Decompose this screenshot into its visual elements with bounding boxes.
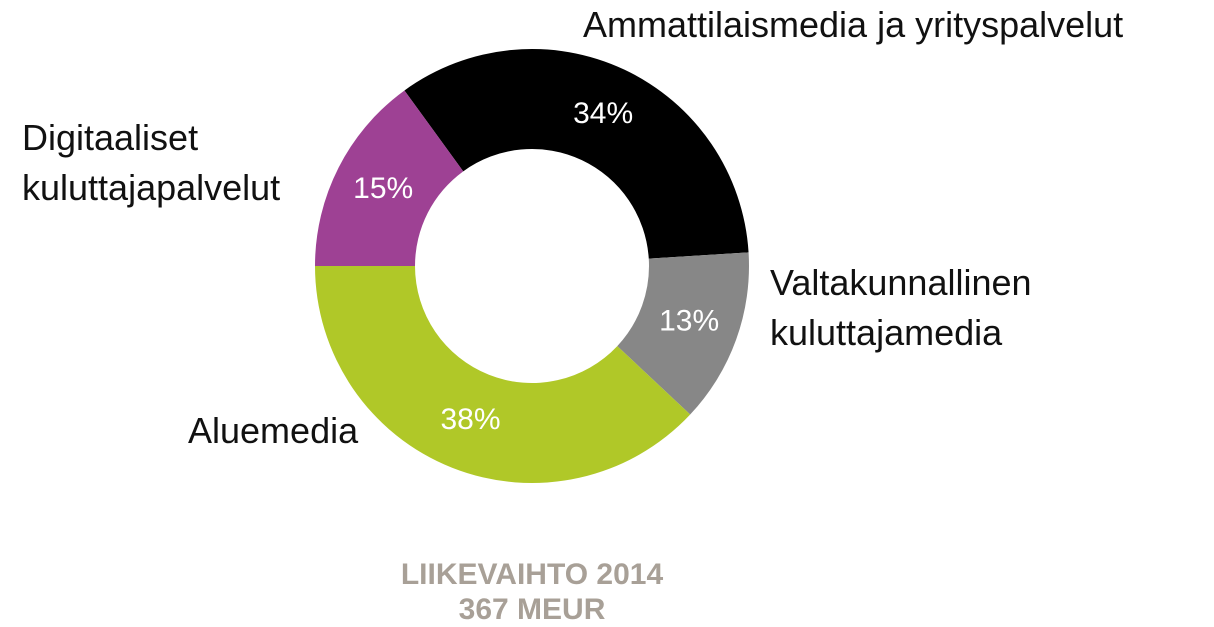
category-label: Valtakunnallinen kuluttajamedia xyxy=(770,262,1032,353)
value-label: 15% xyxy=(353,172,413,205)
donut-slice xyxy=(404,49,749,259)
category-label: Digitaaliset kuluttajapalvelut xyxy=(22,117,281,208)
chart-title: LIIKEVAIHTO 2014 xyxy=(400,558,664,591)
category-label: Ammattilaismedia ja yrityspalvelut xyxy=(583,4,1124,45)
category-label: Aluemedia xyxy=(188,410,359,451)
donut-slice xyxy=(315,266,691,484)
chart-subtitle: 367 MEUR xyxy=(458,593,606,626)
value-label: 13% xyxy=(659,304,719,337)
value-label: 38% xyxy=(440,403,500,436)
value-label: 34% xyxy=(573,97,633,130)
donut-slice xyxy=(315,90,464,266)
donut-slice xyxy=(617,252,749,415)
